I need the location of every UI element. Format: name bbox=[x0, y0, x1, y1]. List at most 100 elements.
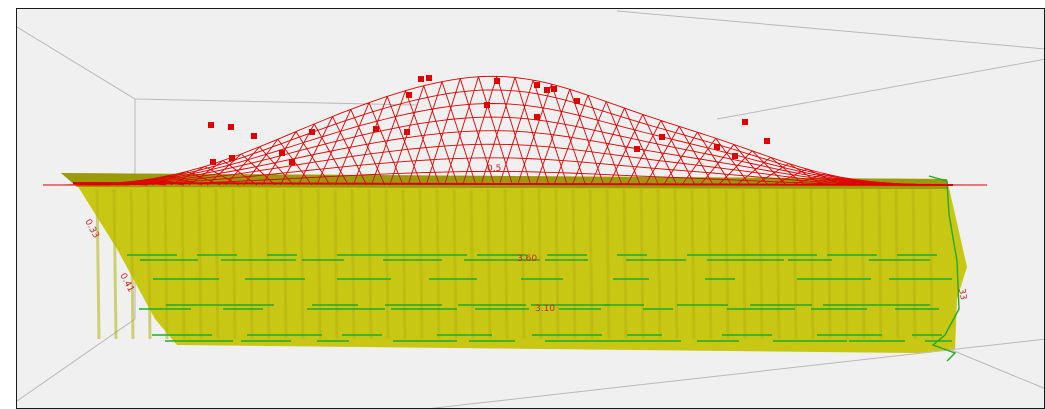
mesh-line bbox=[535, 89, 571, 186]
wireframe-mesh bbox=[43, 75, 987, 186]
mesh-line bbox=[498, 79, 534, 186]
survey-point bbox=[742, 119, 748, 125]
surface-stripe bbox=[741, 188, 747, 340]
surface-stripe bbox=[384, 188, 390, 340]
survey-point bbox=[714, 144, 720, 150]
mesh-line bbox=[663, 132, 698, 186]
survey-point bbox=[406, 92, 412, 98]
mesh-contour bbox=[76, 89, 954, 186]
survey-point bbox=[544, 87, 550, 93]
survey-points bbox=[208, 75, 770, 165]
contour-label-low: 3.10 bbox=[535, 304, 555, 314]
surface-stripe bbox=[775, 188, 781, 340]
surface-stripe bbox=[112, 188, 118, 340]
surface-stripe bbox=[146, 188, 152, 340]
mesh-line bbox=[587, 95, 623, 186]
mesh-contour bbox=[76, 116, 954, 186]
surface-stripe bbox=[860, 188, 866, 340]
surface-stripe bbox=[282, 188, 288, 340]
mesh-line bbox=[371, 90, 406, 186]
surface-stripe bbox=[435, 188, 441, 340]
mesh-contour bbox=[76, 157, 953, 186]
survey-point bbox=[484, 102, 490, 108]
top-label-small: 0.5 bbox=[487, 164, 501, 174]
contour-edge-right bbox=[928, 175, 960, 362]
survey-point bbox=[534, 82, 540, 88]
mesh-line bbox=[405, 90, 440, 186]
mesh-line bbox=[699, 144, 735, 186]
survey-point bbox=[426, 75, 432, 81]
surface-stripe bbox=[605, 188, 611, 340]
surface-stripe bbox=[197, 188, 203, 340]
mesh-line bbox=[480, 77, 516, 186]
surface-stripe bbox=[622, 188, 628, 340]
surface-stripe bbox=[401, 188, 407, 340]
mesh-line bbox=[697, 132, 732, 186]
surface-stripe bbox=[571, 188, 577, 340]
survey-point bbox=[404, 129, 410, 135]
surface-stripe bbox=[639, 188, 645, 340]
mesh-line bbox=[590, 107, 625, 186]
surface-stripe bbox=[95, 188, 101, 340]
mesh-line bbox=[298, 116, 333, 186]
mesh-line bbox=[407, 81, 443, 186]
mesh-line bbox=[295, 131, 331, 186]
surface-stripe bbox=[350, 188, 356, 340]
survey-point bbox=[251, 133, 257, 139]
surface-stripe bbox=[299, 188, 305, 340]
mesh-line bbox=[571, 101, 607, 186]
mesh-line bbox=[389, 85, 425, 186]
survey-point bbox=[210, 159, 216, 165]
surface-stripe bbox=[265, 188, 271, 340]
mesh-line bbox=[551, 83, 586, 186]
survey-point bbox=[551, 86, 557, 92]
surface-stripe bbox=[877, 188, 883, 340]
mesh-line bbox=[441, 81, 477, 186]
surface-stripe bbox=[418, 188, 424, 340]
survey-point bbox=[289, 159, 295, 165]
mesh-contour bbox=[76, 75, 954, 186]
surface-stripe bbox=[180, 188, 186, 340]
surface-stripe bbox=[826, 188, 832, 340]
surface-stripe bbox=[486, 188, 492, 340]
surface-stripe bbox=[928, 188, 934, 340]
surface-stripe bbox=[163, 188, 169, 340]
mesh-contour bbox=[76, 130, 953, 186]
mesh-line bbox=[459, 78, 495, 186]
survey-point bbox=[659, 134, 665, 140]
survey-point bbox=[494, 78, 500, 84]
surface-stripe bbox=[231, 188, 237, 340]
surface-stripe bbox=[673, 188, 679, 340]
mesh-line bbox=[678, 126, 714, 186]
mesh-line bbox=[608, 114, 644, 186]
surface-stripe bbox=[690, 188, 696, 340]
surface-stripe bbox=[758, 188, 764, 340]
surface-front-face bbox=[61, 173, 967, 353]
survey-point bbox=[534, 114, 540, 120]
surface-stripe bbox=[792, 188, 798, 340]
survey-point bbox=[228, 124, 234, 130]
base-line bbox=[72, 182, 954, 186]
survey-point bbox=[208, 122, 214, 128]
survey-point bbox=[229, 155, 235, 161]
surface-stripe bbox=[248, 188, 254, 340]
surface-stripe bbox=[843, 188, 849, 340]
surface-stripe bbox=[537, 188, 543, 340]
mesh-contour bbox=[77, 170, 953, 186]
surface-stripe bbox=[520, 188, 526, 340]
surface-stripe bbox=[367, 188, 373, 340]
mesh-line bbox=[681, 137, 717, 186]
3d-viewport[interactable]: 3.60 3.10 0.33 0.41 33 0.5 bbox=[16, 8, 1045, 409]
mesh-line bbox=[569, 89, 605, 186]
mesh-line bbox=[334, 102, 370, 186]
mesh-contour bbox=[76, 103, 954, 186]
mesh-line bbox=[316, 109, 352, 186]
surface-stripe bbox=[894, 188, 900, 340]
mesh-line bbox=[496, 76, 532, 186]
mesh-line bbox=[425, 78, 461, 186]
surface-stripe bbox=[452, 188, 458, 340]
mesh-line bbox=[423, 85, 459, 186]
mesh-line bbox=[626, 120, 662, 186]
mesh-line bbox=[386, 96, 422, 186]
